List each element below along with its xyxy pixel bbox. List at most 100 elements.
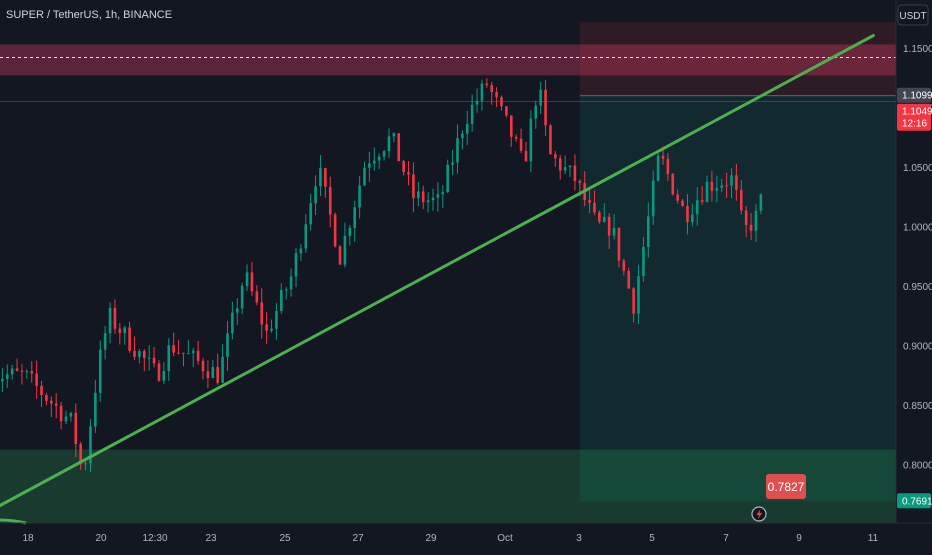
candle-body — [10, 368, 14, 375]
candle-body — [446, 164, 449, 193]
x-tick-label: 7 — [723, 533, 729, 544]
resistance-zone — [0, 44, 896, 76]
candle-body — [578, 180, 582, 183]
candle-body — [612, 227, 616, 236]
candle-body — [113, 307, 117, 329]
candle-body — [593, 202, 596, 213]
candle-body — [123, 327, 127, 334]
candle-body — [40, 385, 43, 396]
bottom-price-label-text: 0.7691 — [902, 496, 932, 507]
candle-body — [417, 191, 420, 199]
candle-body — [475, 100, 479, 105]
candle-body — [549, 125, 552, 155]
candle-body — [735, 175, 738, 190]
candle-body — [568, 165, 572, 168]
bottom-price-label[interactable]: 0.7691 — [897, 493, 932, 509]
candles-layer — [1, 77, 763, 472]
candle-body — [529, 118, 533, 162]
candle-body — [324, 168, 327, 187]
candle-body — [563, 167, 567, 171]
candle-body — [710, 181, 714, 191]
trendline[interactable] — [0, 34, 875, 510]
x-tick-label: 9 — [796, 533, 802, 544]
candle-body — [377, 156, 381, 161]
candle-body — [382, 151, 386, 157]
candle-body — [54, 403, 58, 406]
candle-body — [372, 160, 376, 164]
candle-body — [588, 200, 591, 203]
candle-body — [15, 368, 19, 371]
candle-body — [196, 350, 200, 361]
candle-body — [304, 224, 308, 249]
candle-body — [94, 392, 97, 427]
candle-body — [705, 181, 709, 202]
target-price-text: 0.7827 — [768, 480, 805, 494]
candle-body — [30, 371, 34, 374]
candle-body — [50, 400, 53, 404]
candle-body — [671, 173, 675, 195]
candle-body — [554, 154, 557, 159]
y-tick-label: 0.8000 — [903, 461, 932, 472]
alert-lightning-icon[interactable] — [751, 506, 767, 522]
candle-body — [182, 352, 185, 354]
x-tick-label: 27 — [352, 533, 364, 544]
candle-body — [651, 180, 655, 217]
candle-body — [465, 123, 469, 134]
candle-body — [451, 162, 454, 165]
candle-body — [128, 327, 131, 351]
candle-body — [353, 207, 357, 228]
candle-body — [700, 200, 704, 202]
candle-body — [245, 272, 249, 286]
candle-body — [387, 136, 391, 152]
candle-body — [226, 333, 229, 357]
candle-body — [500, 97, 503, 107]
candle-body — [152, 357, 156, 364]
candle-body — [35, 373, 38, 386]
candle-body — [617, 227, 621, 261]
candle-body — [5, 374, 9, 379]
candle-body — [319, 168, 322, 187]
y-tick-label: 1.0000 — [903, 223, 932, 234]
x-tick-label: 20 — [95, 533, 107, 544]
candle-body — [534, 105, 538, 119]
candle-body — [89, 426, 92, 464]
candle-body — [739, 189, 743, 211]
candle-body — [539, 89, 542, 106]
candle-body — [250, 272, 254, 292]
candle-body — [211, 366, 215, 378]
candle-body — [240, 285, 244, 309]
candle-body — [715, 187, 719, 191]
candle-body — [402, 161, 405, 173]
candle-body — [177, 352, 180, 354]
currency-badge[interactable]: USDT — [897, 4, 929, 26]
last-price-label-text: 1.1049 — [902, 107, 932, 118]
candle-body — [666, 158, 670, 174]
candle-body — [456, 138, 459, 163]
candle-body — [255, 291, 259, 303]
x-tick-label: 18 — [22, 533, 34, 544]
candle-body — [64, 416, 68, 422]
candle-body — [470, 104, 474, 124]
candle-body — [201, 360, 205, 372]
candle-body — [558, 158, 562, 171]
target-price-label[interactable]: 0.7827 — [766, 474, 806, 499]
candle-body — [441, 192, 445, 195]
currency-label: USDT — [899, 11, 926, 22]
candle-body — [524, 150, 528, 162]
candle-body — [480, 83, 484, 101]
candle-body — [431, 197, 435, 201]
candle-body — [426, 200, 430, 203]
candle-body — [461, 133, 464, 139]
candle-body — [407, 172, 410, 175]
candle-body — [602, 216, 606, 222]
level-price-label[interactable]: 1.1099 — [897, 87, 932, 103]
candle-body — [118, 328, 122, 334]
candle-body — [98, 349, 102, 393]
candle-body — [509, 115, 513, 137]
candle-body — [142, 351, 146, 359]
candle-body — [647, 216, 650, 247]
candle-body — [358, 185, 361, 208]
